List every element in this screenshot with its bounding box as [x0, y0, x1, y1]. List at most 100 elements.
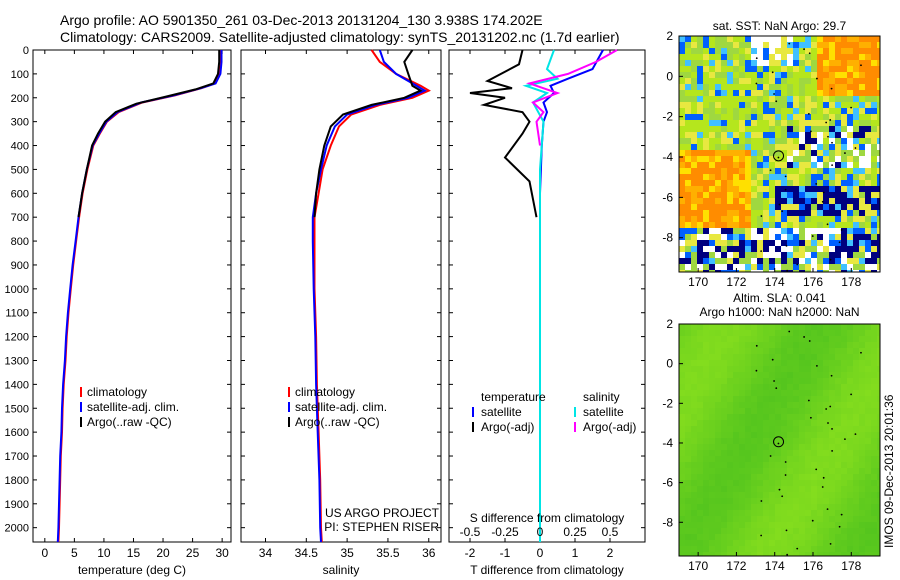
map-cell: [841, 216, 847, 222]
map-cell: [721, 498, 727, 504]
map-cell: [757, 132, 763, 138]
map-cell: [853, 480, 859, 486]
map-cell: [715, 372, 721, 378]
map-cell: [799, 204, 805, 210]
map-cell: [709, 342, 715, 348]
map-cell: [709, 150, 715, 156]
map-cell: [733, 78, 739, 84]
map-cell: [835, 120, 841, 126]
map-cell: [685, 84, 691, 90]
map-cell: [853, 168, 859, 174]
map-cell: [769, 66, 775, 72]
island-dot: [777, 442, 780, 445]
map-cell: [727, 396, 733, 402]
map-cell: [721, 486, 727, 492]
map-cell: [709, 72, 715, 78]
map-cell: [871, 354, 877, 360]
map-cell: [733, 90, 739, 96]
map-cell: [799, 246, 805, 252]
map-cell: [781, 498, 787, 504]
map-cell: [787, 516, 793, 522]
map-cell: [763, 540, 769, 546]
map-cell: [817, 438, 823, 444]
map-cell: [715, 66, 721, 72]
map-cell: [799, 210, 805, 216]
map-cell: [775, 228, 781, 234]
map-cell: [697, 426, 703, 432]
map-cell: [691, 336, 697, 342]
map-cell: [715, 330, 721, 336]
map-cell: [829, 540, 835, 546]
map-cell: [811, 498, 817, 504]
map-cell: [709, 132, 715, 138]
map-cell: [793, 78, 799, 84]
map-cell: [787, 96, 793, 102]
map-cell: [703, 78, 709, 84]
map-cell: [697, 84, 703, 90]
map-cell: [679, 384, 685, 390]
map-cell: [709, 438, 715, 444]
map-mask: [677, 556, 900, 570]
map-cell: [811, 366, 817, 372]
map-cell: [691, 138, 697, 144]
map-cell: [841, 552, 847, 558]
map-cell: [781, 540, 787, 546]
x-tick-label: 1: [572, 546, 579, 560]
map-cell: [847, 348, 853, 354]
map-cell: [829, 84, 835, 90]
island-dot: [773, 380, 775, 382]
map-cell: [727, 72, 733, 78]
map-cell: [769, 150, 775, 156]
map-cell: [721, 48, 727, 54]
map-cell: [817, 540, 823, 546]
map-cell: [769, 342, 775, 348]
map-cell: [871, 510, 877, 516]
map-cell: [823, 192, 829, 198]
map-cell: [811, 126, 817, 132]
map-cell: [811, 192, 817, 198]
map-cell: [721, 102, 727, 108]
map-cell: [733, 120, 739, 126]
map-cell: [817, 168, 823, 174]
map-cell: [703, 492, 709, 498]
map-cell: [793, 156, 799, 162]
island-dot: [831, 450, 834, 452]
map-cell: [727, 216, 733, 222]
map-cell: [871, 66, 877, 72]
map-cell: [739, 192, 745, 198]
map-cell: [721, 186, 727, 192]
map-cell: [817, 222, 823, 228]
map-cell: [865, 450, 871, 456]
map-cell: [799, 96, 805, 102]
map-cell: [691, 444, 697, 450]
map-cell: [865, 210, 871, 216]
map-cell: [679, 108, 685, 114]
map-cell: [787, 546, 793, 552]
map-cell: [805, 354, 811, 360]
map-cell: [703, 372, 709, 378]
map-cell: [853, 246, 859, 252]
map-cell: [811, 492, 817, 498]
map-cell: [811, 324, 817, 330]
map-cell: [865, 336, 871, 342]
map-cell: [817, 234, 823, 240]
map-cell: [769, 330, 775, 336]
map-cell: [733, 252, 739, 258]
map-cell: [823, 252, 829, 258]
map-cell: [733, 348, 739, 354]
map-cell: [763, 372, 769, 378]
map-cell: [829, 144, 835, 150]
map-cell: [865, 150, 871, 156]
map-cell: [691, 180, 697, 186]
map-cell: [817, 414, 823, 420]
map-cell: [685, 228, 691, 234]
map-cell: [871, 330, 877, 336]
map-cell: [859, 102, 865, 108]
map-cell: [829, 114, 835, 120]
map-cell: [859, 516, 865, 522]
map-cell: [781, 336, 787, 342]
map-cell: [799, 546, 805, 552]
map-cell: [805, 36, 811, 42]
map-cell: [757, 60, 763, 66]
map-cell: [793, 372, 799, 378]
